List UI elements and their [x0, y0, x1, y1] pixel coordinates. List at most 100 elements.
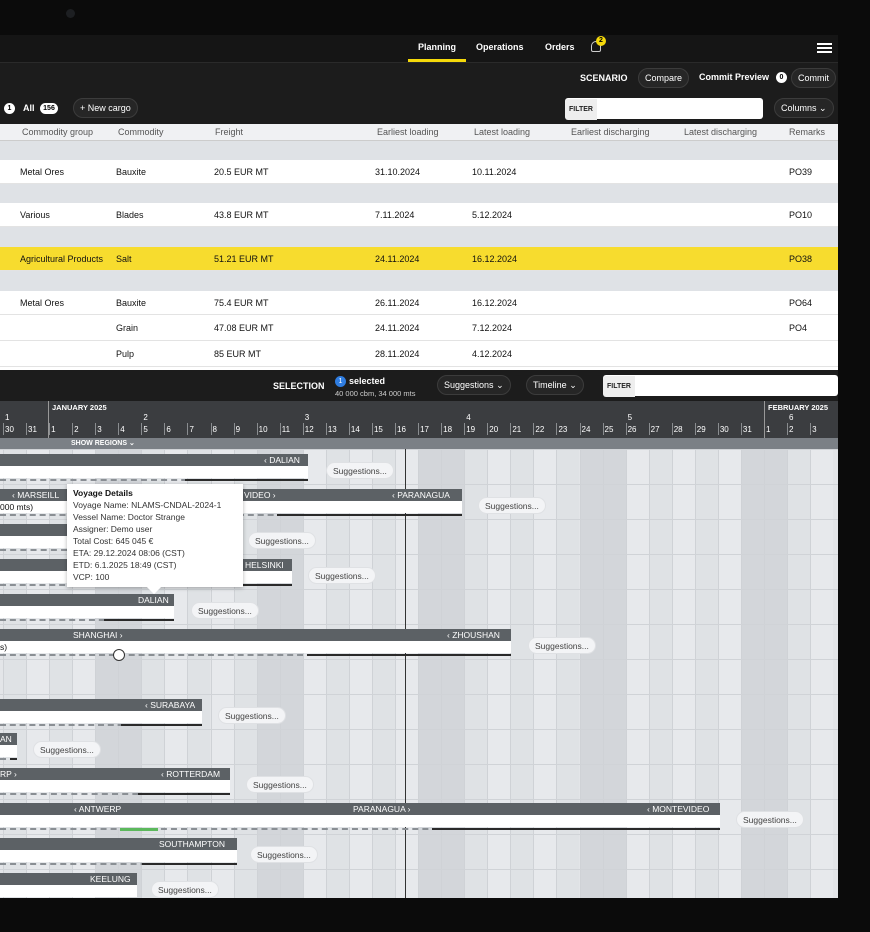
- cell-freight: 20.5 EUR MT: [214, 166, 269, 177]
- new-cargo-button[interactable]: + New cargo: [73, 98, 138, 118]
- timeline-filter-input[interactable]: FILTER: [603, 375, 838, 397]
- voyage-body: [0, 815, 720, 827]
- timeline-label: Timeline: [533, 380, 567, 390]
- commit-button[interactable]: Commit: [791, 68, 836, 88]
- show-regions-toggle[interactable]: SHOW REGIONS ⌄: [71, 440, 135, 447]
- voyage-bar[interactable]: SOUTHAMPTON: [0, 838, 237, 850]
- day-column: [648, 449, 672, 898]
- suggestions-button[interactable]: Suggestions...: [248, 532, 316, 549]
- tooltip-line: Total Cost: 645 045 €: [73, 536, 154, 546]
- month-divider: [764, 401, 765, 438]
- day-label: 20: [489, 425, 499, 434]
- green-segment: [120, 828, 158, 831]
- tab-orders[interactable]: Orders: [545, 42, 575, 52]
- table-row[interactable]: Pulp 85 EUR MT 28.11.2024 4.12.2024: [0, 341, 838, 367]
- port-label: KEELUNG: [90, 874, 131, 884]
- col-earliest-discharging[interactable]: Earliest discharging: [571, 127, 650, 137]
- day-tick: [141, 423, 143, 435]
- all-count-badge: 156: [40, 103, 58, 114]
- table-row[interactable]: Grain 47.08 EUR MT 24.11.2024 7.12.2024 PO4: [0, 315, 838, 341]
- day-label: 25: [604, 425, 614, 434]
- voyage-bar[interactable]: KEELUNG: [0, 873, 137, 885]
- row-divider: [0, 484, 838, 485]
- commit-preview-label[interactable]: Commit Preview: [699, 72, 770, 82]
- col-freight[interactable]: Freight: [215, 127, 244, 137]
- voyage-tooltip: Voyage Details Voyage Name: NLAMS-CNDAL-…: [67, 484, 243, 595]
- day-column: [717, 449, 741, 898]
- suggestions-button[interactable]: Suggestions...: [33, 741, 101, 758]
- week-label: 4: [466, 413, 471, 422]
- col-latest-discharging[interactable]: Latest discharging: [684, 127, 758, 137]
- week-label: 3: [304, 413, 310, 422]
- tab-planning[interactable]: Planning: [418, 42, 456, 52]
- col-commodity-group[interactable]: Commodity group: [22, 127, 94, 137]
- cell-group: Agricultural Products: [20, 253, 104, 264]
- day-tick: [49, 423, 51, 435]
- day-label: 30: [5, 425, 14, 434]
- tab-operations[interactable]: Operations: [476, 42, 524, 52]
- voyage-bar[interactable]: RP › ‹ ROTTERDAM: [0, 768, 230, 780]
- table-row[interactable]: Metal Ores Bauxite 75.4 EUR MT 26.11.2024 16…: [0, 291, 838, 315]
- day-tick: [418, 423, 420, 435]
- day-tick: [371, 423, 373, 435]
- compare-button[interactable]: Compare: [638, 68, 690, 88]
- col-latest-loading[interactable]: Latest loading: [474, 127, 531, 137]
- columns-button[interactable]: Columns ⌄: [774, 98, 834, 118]
- cell-earliest-loading: 28.11.2024: [375, 348, 420, 359]
- suggestions-button[interactable]: Suggestions...: [308, 567, 376, 584]
- expand-circle-icon[interactable]: [113, 649, 125, 661]
- day-column: [671, 449, 695, 898]
- day-column: [740, 449, 764, 898]
- suggestions-button[interactable]: Suggestions...: [250, 846, 318, 863]
- suggestions-button[interactable]: Suggestions...: [191, 602, 259, 619]
- day-tick: [648, 423, 650, 435]
- voyage-dash: [0, 828, 720, 830]
- cell-commodity: Bauxite: [116, 166, 147, 177]
- today-line: [405, 449, 406, 898]
- voyage-bar[interactable]: SHANGHAI › ‹ ZHOUSHAN: [0, 629, 511, 641]
- row-divider: [0, 799, 838, 800]
- table-spacer-row: [0, 227, 838, 247]
- suggestions-button[interactable]: Suggestions...: [218, 707, 286, 724]
- col-remarks[interactable]: Remarks: [789, 127, 826, 137]
- table-row[interactable]: Various Blades 43.8 EUR MT 7.11.2024 5.12.20…: [0, 203, 838, 227]
- day-label: 13: [327, 425, 337, 434]
- cell-freight: 47.08 EUR MT: [214, 322, 274, 333]
- voyage-bar[interactable]: AN: [0, 733, 17, 745]
- port-label: ‹ ZHOUSHAN: [447, 630, 500, 640]
- row-divider: [0, 834, 838, 835]
- col-earliest-loading[interactable]: Earliest loading: [377, 127, 439, 137]
- day-tick: [72, 423, 74, 435]
- suggestions-dropdown[interactable]: Suggestions ⌄: [437, 375, 511, 395]
- voyage-progress: [121, 724, 202, 726]
- camera: [66, 9, 75, 18]
- suggestions-button[interactable]: Suggestions...: [478, 497, 546, 514]
- voyage-bar[interactable]: ‹ ANTWERP PARANAGUA › ‹ MONTEVIDEO: [0, 803, 720, 815]
- suggestions-button[interactable]: Suggestions...: [151, 881, 219, 898]
- day-column: [810, 449, 834, 898]
- port-label: ‹ DALIAN: [264, 455, 300, 465]
- day-column: [395, 449, 419, 898]
- suggestions-button[interactable]: Suggestions...: [736, 811, 804, 828]
- table-row[interactable]: Metal Ores Bauxite 20.5 EUR MT 31.10.2024 10…: [0, 160, 838, 184]
- cargo-filter-input[interactable]: FILTER: [565, 98, 763, 120]
- tooltip-line: Assigner: Demo user: [73, 524, 153, 534]
- all-filter[interactable]: All: [23, 103, 35, 113]
- col-commodity[interactable]: Commodity: [118, 127, 164, 137]
- voyage-bar[interactable]: DALIAN: [0, 594, 174, 606]
- cell-freight: 43.8 EUR MT: [214, 209, 269, 220]
- day-tick: [625, 423, 627, 435]
- timeline-dropdown[interactable]: Timeline ⌄: [526, 375, 584, 395]
- table-row[interactable]: Agricultural Products Salt 51.21 EUR MT 24.…: [0, 247, 838, 271]
- suggestions-button[interactable]: Suggestions...: [246, 776, 314, 793]
- voyage-bar[interactable]: ‹ DALIAN: [0, 454, 308, 466]
- voyage-bar[interactable]: ‹ SURABAYA: [0, 699, 202, 711]
- day-label: 17: [420, 425, 429, 434]
- suggestions-button[interactable]: Suggestions...: [326, 462, 394, 479]
- suggestions-button[interactable]: Suggestions...: [528, 637, 596, 654]
- day-label: 2: [74, 425, 79, 434]
- hamburger-menu-icon[interactable]: [817, 43, 832, 45]
- cell-earliest-loading: 24.11.2024: [375, 322, 420, 333]
- cell-freight: 75.4 EUR MT: [214, 297, 269, 308]
- day-tick: [3, 423, 4, 435]
